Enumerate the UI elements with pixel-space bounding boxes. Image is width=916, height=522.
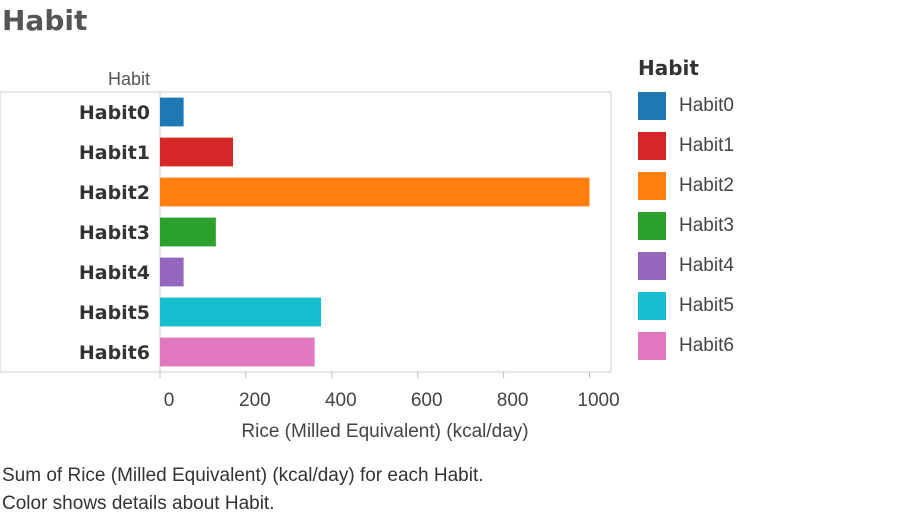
caption-line-1: Sum of Rice (Milled Equivalent) (kcal/da…	[2, 465, 484, 486]
bar-habit5	[160, 297, 322, 327]
legend-swatch	[638, 132, 666, 160]
category-label-habit6: Habit6	[79, 342, 150, 364]
legend-swatch	[638, 212, 666, 240]
category-label-habit5: Habit5	[79, 302, 150, 324]
legend-swatch	[638, 292, 666, 320]
x-tick-label: 800	[497, 390, 529, 411]
legend-label: Habit1	[679, 135, 734, 156]
category-label-habit0: Habit0	[79, 102, 150, 124]
legend-label: Habit6	[679, 335, 734, 356]
legend-item-habit5[interactable]: Habit5	[638, 286, 734, 326]
bar-habit1	[160, 137, 234, 167]
legend-item-habit3[interactable]: Habit3	[638, 206, 734, 246]
x-axis-ticks: 0 200 400 600 800 1000	[159, 372, 620, 411]
category-label-habit3: Habit3	[79, 222, 150, 244]
x-tick-label: 200	[239, 390, 271, 411]
category-label-habit4: Habit4	[79, 262, 150, 284]
legend-swatch	[638, 252, 666, 280]
legend-item-habit0[interactable]: Habit0	[638, 86, 734, 126]
category-label-habit2: Habit2	[79, 182, 150, 204]
x-tick-label: 0	[164, 390, 175, 411]
legend-label: Habit0	[679, 95, 734, 116]
legend-swatch	[638, 172, 666, 200]
x-tick-label: 1000	[577, 390, 619, 411]
legend-item-habit4[interactable]: Habit4	[638, 246, 734, 286]
bar-habit6	[160, 337, 315, 367]
x-axis-label: Rice (Milled Equivalent) (kcal/day)	[241, 421, 528, 442]
legend: Habit Habit0 Habit1 Habit2 Habit3 Habit4 Habi…	[638, 56, 734, 366]
legend-swatch	[638, 332, 666, 360]
y-axis-header: Habit	[108, 69, 150, 89]
legend-title: Habit	[638, 56, 699, 80]
x-tick-label: 400	[325, 390, 357, 411]
category-label-habit1: Habit1	[79, 142, 150, 164]
legend-item-habit6[interactable]: Habit6	[638, 326, 734, 366]
chart-title: Habit	[2, 4, 88, 37]
plot-frame	[0, 91, 612, 373]
bars-group	[160, 97, 590, 367]
legend-label: Habit2	[679, 175, 734, 196]
legend-item-habit2[interactable]: Habit2	[638, 166, 734, 206]
bar-habit3	[160, 217, 216, 247]
legend-label: Habit5	[679, 295, 734, 316]
chart-caption: Sum of Rice (Milled Equivalent) (kcal/da…	[2, 462, 484, 518]
bar-habit0	[160, 97, 184, 127]
legend-items: Habit0 Habit1 Habit2 Habit3 Habit4 Habit5 Habi…	[638, 86, 734, 366]
category-labels: Habit0 Habit1 Habit2 Habit3 Habit4 Habit5 Habi…	[79, 102, 150, 364]
bar-habit2	[160, 177, 590, 207]
x-tick-label: 600	[411, 390, 443, 411]
legend-label: Habit3	[679, 215, 734, 236]
bar-habit4	[160, 257, 184, 287]
legend-label: Habit4	[679, 255, 734, 276]
caption-line-2: Color shows details about Habit.	[2, 493, 275, 514]
legend-swatch	[638, 92, 666, 120]
legend-item-habit1[interactable]: Habit1	[638, 126, 734, 166]
